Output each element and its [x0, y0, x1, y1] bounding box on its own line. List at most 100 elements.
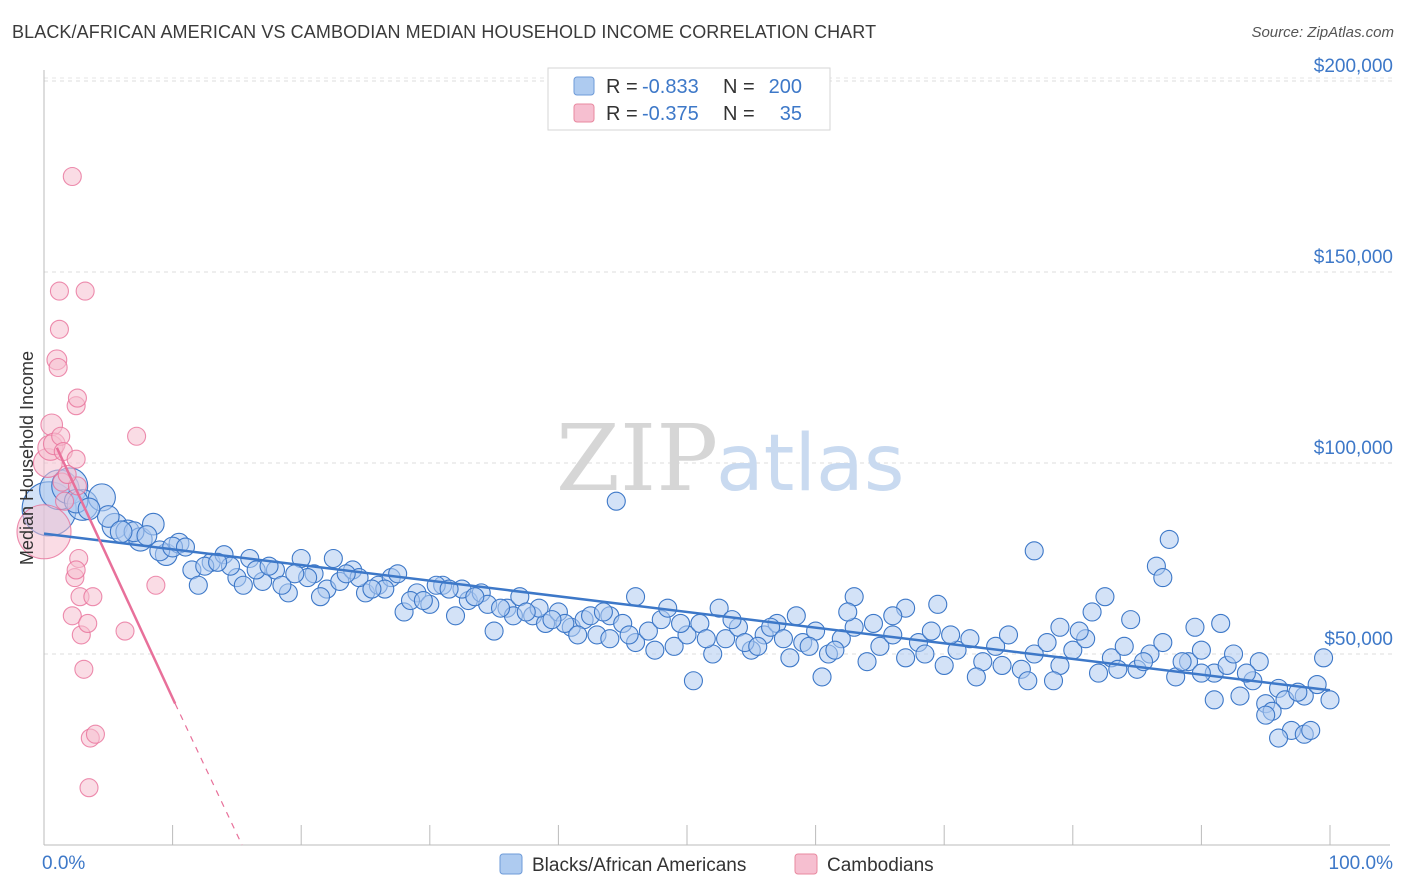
point-blacks-171	[109, 520, 133, 544]
point-blacks-120	[1095, 587, 1115, 607]
watermark-zip: ZIP	[556, 405, 718, 512]
watermark-atlas: atlas	[716, 419, 905, 509]
point-blacks-115	[1314, 648, 1334, 668]
point-cambodians-33	[85, 724, 105, 744]
y-tick-label-1: $100,000	[1314, 438, 1393, 459]
stats-legend: R = -0.833 N = 200 R = -0.375 N = 35	[547, 67, 831, 131]
point-blacks-154	[863, 613, 884, 633]
point-cambodians-29	[146, 575, 166, 595]
point-blacks-127	[1269, 728, 1289, 748]
point-blacks-188	[542, 610, 562, 630]
point-cambodians-13	[62, 166, 82, 187]
point-blacks-168	[1256, 705, 1276, 725]
point-blacks-51	[638, 621, 658, 641]
point-blacks-103	[1307, 675, 1327, 695]
series-legend: Blacks/African Americans Cambodians	[499, 853, 934, 876]
series-legend-swatch-blacks	[499, 853, 523, 875]
point-cambodians-34	[79, 778, 99, 798]
source-label: Source: ZipAtlas.com	[1251, 24, 1394, 41]
point-blacks-199	[825, 640, 845, 660]
y-tick-label-0: $50,000	[1324, 629, 1393, 650]
point-blacks-193	[671, 613, 691, 633]
point-blacks-133	[323, 548, 343, 569]
point-blacks-105	[606, 491, 626, 511]
point-blacks-148	[709, 598, 729, 618]
point-blacks-166	[1204, 690, 1224, 710]
legend-swatch-pink	[573, 103, 595, 123]
point-blacks-169	[1301, 720, 1321, 740]
trend-line-cambodians	[55, 447, 177, 705]
point-blacks-194	[696, 629, 716, 649]
legend-r-label-pink: R =	[606, 103, 638, 125]
point-blacks-198	[799, 636, 819, 656]
point-blacks-118	[928, 594, 948, 614]
point-blacks-186	[490, 598, 511, 618]
point-cambodians-11	[55, 491, 75, 511]
point-blacks-36	[445, 606, 466, 626]
point-blacks-185	[465, 587, 485, 607]
legend-swatch-blue	[573, 76, 595, 96]
point-cambodians-0	[16, 504, 72, 560]
point-blacks-182	[388, 564, 408, 584]
point-cambodians-6	[48, 357, 68, 378]
point-blacks-70	[883, 625, 903, 645]
point-blacks-161	[1043, 671, 1064, 691]
point-blacks-16	[188, 575, 208, 595]
point-cambodians-30	[115, 621, 135, 641]
point-blacks-153	[838, 602, 858, 622]
point-blacks-152	[812, 667, 832, 687]
point-blacks-62	[780, 648, 800, 668]
point-blacks-151	[786, 606, 806, 626]
legend-n-label-blue: N =	[723, 76, 755, 98]
point-blacks-147	[683, 671, 703, 691]
point-blacks-94	[1191, 640, 1211, 660]
point-cambodians-7	[49, 319, 69, 339]
point-blacks-183	[413, 590, 433, 611]
stats-legend-box	[547, 67, 831, 131]
legend-n-value-pink: 35	[780, 103, 802, 125]
point-blacks-180	[336, 564, 356, 584]
point-blacks-111	[1211, 613, 1231, 633]
point-blacks-156	[915, 644, 935, 664]
point-blacks-144	[600, 629, 620, 649]
point-blacks-155	[883, 606, 903, 626]
chart-title: BLACK/AFRICAN AMERICAN VS CAMBODIAN MEDI…	[12, 22, 877, 42]
point-blacks-91	[1153, 632, 1173, 653]
point-blacks-197	[773, 629, 794, 649]
point-blacks-174	[175, 537, 196, 557]
y-tick-label-2: $150,000	[1314, 247, 1393, 268]
series-legend-label-blacks: Blacks/African Americans	[532, 855, 746, 876]
point-blacks-119	[1082, 602, 1102, 622]
point-blacks-73	[921, 621, 941, 641]
trend-line-cambodians-extension	[174, 703, 243, 846]
point-cambodians-28	[127, 426, 147, 446]
point-blacks-107	[1159, 529, 1179, 549]
grid-lines	[44, 77, 1395, 655]
point-blacks-179	[310, 587, 331, 607]
point-blacks-187	[516, 602, 536, 622]
tick-labels: $50,000 $100,000 $150,000 $200,000 0.0% 100.0…	[42, 56, 1393, 874]
x-tick-label-end: 100.0%	[1329, 853, 1394, 874]
point-cambodians-27	[67, 388, 87, 408]
point-blacks-167	[1236, 663, 1256, 683]
point-blacks-121	[1121, 610, 1141, 630]
point-blacks-196	[748, 636, 768, 656]
watermark: ZIP atlas	[556, 405, 905, 512]
point-blacks-88	[1114, 636, 1134, 656]
point-blacks-178	[285, 564, 305, 584]
point-cambodians-25	[74, 659, 94, 679]
legend-n-label-pink: N =	[723, 103, 755, 125]
point-blacks-97	[1230, 686, 1250, 706]
legend-r-value-pink: -0.375	[642, 103, 699, 125]
x-tick-label-start: 0.0%	[42, 853, 85, 874]
point-blacks-124	[1224, 644, 1244, 664]
point-blacks-172	[136, 525, 158, 547]
point-blacks-162	[1069, 621, 1089, 641]
point-blacks-160	[1018, 671, 1038, 691]
point-blacks-109	[1153, 568, 1173, 588]
point-cambodians-12	[49, 281, 69, 301]
point-cambodians-14	[75, 281, 95, 301]
point-blacks-145	[626, 587, 646, 607]
point-cambodians-21	[66, 560, 86, 580]
point-blacks-192	[645, 640, 665, 660]
